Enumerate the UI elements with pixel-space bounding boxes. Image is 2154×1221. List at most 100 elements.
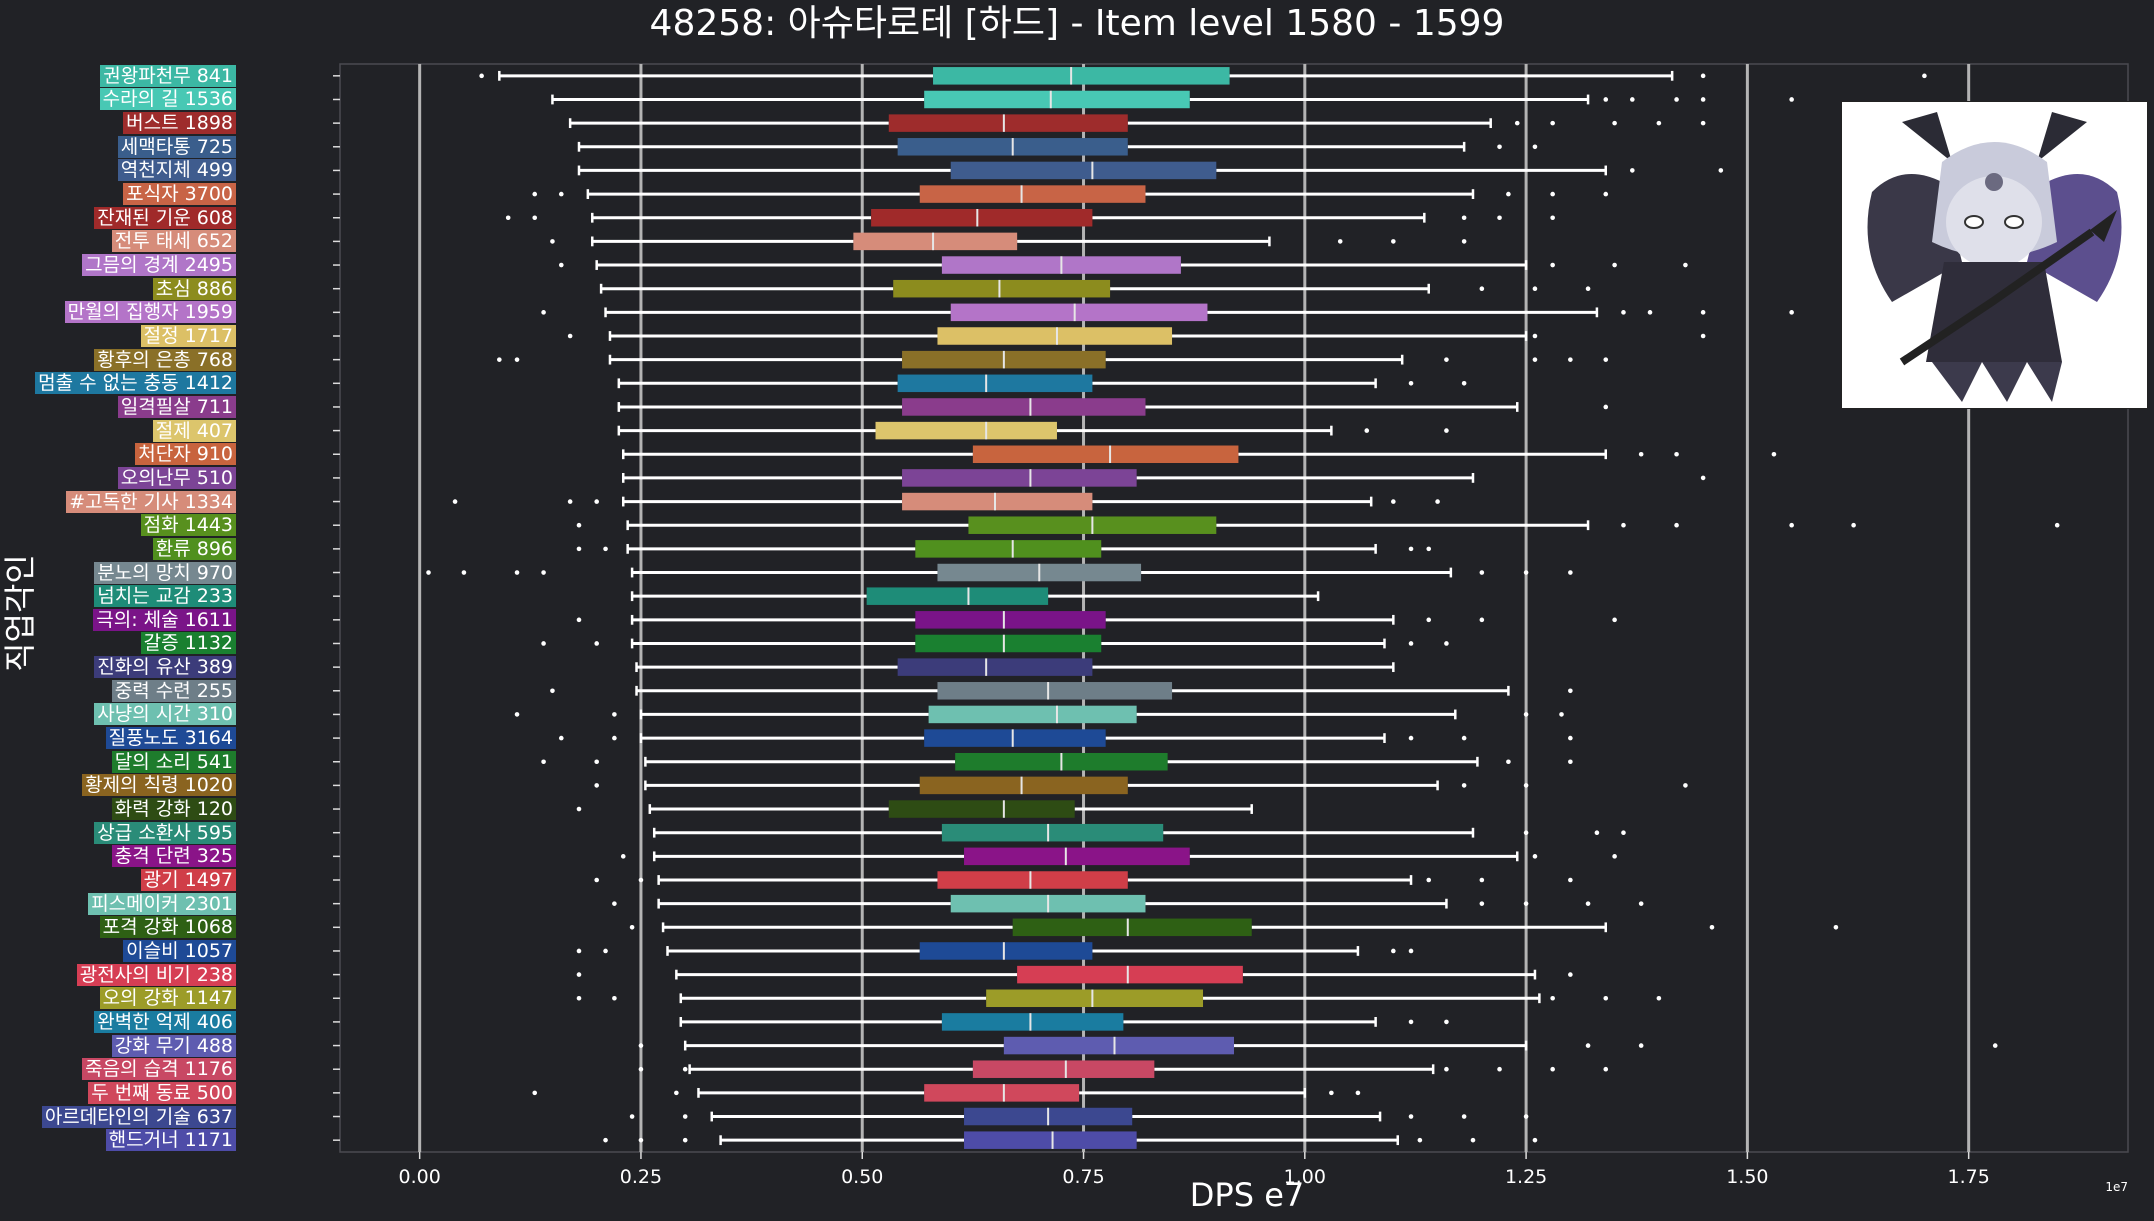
category-label: 이슬비 1057 xyxy=(123,939,236,962)
outlier-point xyxy=(1568,972,1573,977)
box xyxy=(941,823,1164,842)
outlier-point xyxy=(594,783,599,788)
x-tick-label: 0.00 xyxy=(399,1166,441,1188)
x-tick-label: 0.50 xyxy=(841,1166,883,1188)
box xyxy=(928,705,1137,724)
outlier-point xyxy=(1444,641,1449,646)
outlier-point xyxy=(1506,191,1511,197)
outlier-point xyxy=(1497,1066,1502,1072)
outlier-point xyxy=(1355,1090,1361,1096)
outlier-point xyxy=(1532,333,1538,339)
box xyxy=(871,208,1093,227)
outlier-point xyxy=(541,310,546,315)
category-label: 전투 태세 652 xyxy=(111,230,236,253)
box xyxy=(933,67,1230,85)
outlier-point xyxy=(558,262,564,268)
box xyxy=(1003,1036,1234,1055)
outlier-point xyxy=(1656,995,1662,1001)
box xyxy=(915,540,1102,558)
outlier-point xyxy=(1479,286,1485,291)
outlier-point xyxy=(550,688,555,694)
outlier-point xyxy=(629,1114,635,1119)
category-label: 절정 1717 xyxy=(140,325,236,347)
outlier-point xyxy=(1550,995,1555,1001)
category-label: 잔재된 기운 608 xyxy=(94,206,236,229)
x-tick-label: 0.75 xyxy=(1062,1166,1104,1188)
box xyxy=(964,847,1190,866)
outlier-point xyxy=(1506,759,1511,765)
box xyxy=(866,587,1049,605)
outlier-point xyxy=(1461,735,1467,741)
outlier-point xyxy=(576,546,582,552)
x-tick-label: 1.00 xyxy=(1284,1166,1326,1188)
outlier-point xyxy=(1585,901,1591,906)
outlier-point xyxy=(1550,1066,1555,1072)
outlier-point xyxy=(603,948,608,954)
outlier-point xyxy=(1479,877,1485,883)
outlier-point xyxy=(638,1043,644,1048)
outlier-point xyxy=(1479,617,1485,623)
outlier-point xyxy=(497,357,502,362)
box xyxy=(888,114,1128,132)
category-label: 강화 무기 488 xyxy=(111,1034,236,1057)
outlier-point xyxy=(1594,830,1600,835)
outlier-point xyxy=(1479,570,1485,575)
x-axis-offset-label: 1e7 xyxy=(2105,1180,2128,1194)
box xyxy=(972,1060,1155,1078)
outlier-point xyxy=(514,570,520,575)
category-label: 분노의 망치 970 xyxy=(94,561,236,584)
outlier-point xyxy=(603,546,608,552)
outlier-point xyxy=(1612,617,1617,623)
box xyxy=(902,398,1146,416)
outlier-point xyxy=(1550,262,1555,268)
category-label: 상급 소환사 595 xyxy=(94,821,236,844)
outlier-point xyxy=(682,1066,688,1072)
outlier-point xyxy=(1523,1114,1529,1119)
outlier-point xyxy=(1700,97,1706,102)
outlier-point xyxy=(1461,239,1467,244)
outlier-point xyxy=(1532,1137,1538,1143)
outlier-point xyxy=(1638,901,1644,906)
category-label: 진화의 유산 389 xyxy=(94,656,236,679)
outlier-point xyxy=(1833,925,1839,930)
box xyxy=(1017,965,1243,984)
outlier-point xyxy=(1789,522,1794,528)
box xyxy=(902,492,1093,511)
outlier-point xyxy=(1568,759,1573,765)
outlier-point xyxy=(594,641,599,646)
outlier-point xyxy=(1674,451,1679,457)
category-label: 처단자 910 xyxy=(135,443,236,466)
outlier-point xyxy=(1426,617,1432,623)
outlier-point xyxy=(612,712,617,717)
outlier-point xyxy=(1789,97,1794,102)
outlier-point xyxy=(1408,735,1414,741)
box xyxy=(919,776,1128,795)
outlier-point xyxy=(1470,1137,1476,1143)
outlier-point xyxy=(1718,168,1724,173)
outlier-point xyxy=(1514,120,1520,126)
category-label: 피스메이커 2301 xyxy=(88,892,236,915)
outlier-point xyxy=(1391,239,1396,244)
outlier-point xyxy=(1674,97,1679,102)
outlier-point xyxy=(1612,120,1617,126)
box xyxy=(902,469,1137,487)
outlier-point xyxy=(1603,995,1609,1001)
box xyxy=(950,161,1217,180)
outlier-point xyxy=(1479,901,1485,906)
box xyxy=(919,185,1146,203)
box xyxy=(897,658,1093,676)
outlier-point xyxy=(1461,381,1467,386)
outlier-point xyxy=(1568,735,1573,741)
category-label: 핸드거너 1171 xyxy=(105,1129,236,1152)
category-label: 멈출 수 없는 충동 1412 xyxy=(35,372,236,395)
category-label: 일격필살 711 xyxy=(117,395,236,418)
category-label: 만월의 집행자 1959 xyxy=(64,301,236,324)
outlier-point xyxy=(1568,877,1573,883)
category-label: 초심 886 xyxy=(152,277,236,300)
outlier-point xyxy=(638,1066,644,1072)
outlier-point xyxy=(1638,1043,1644,1048)
category-label: 달의 소리 541 xyxy=(111,750,236,773)
outlier-point xyxy=(620,854,626,859)
outlier-point xyxy=(1391,499,1396,504)
x-tick-label: 1.25 xyxy=(1505,1166,1547,1188)
